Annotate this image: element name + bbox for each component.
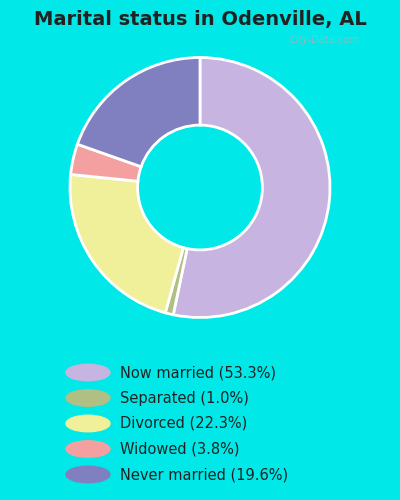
Wedge shape [71, 144, 141, 181]
Circle shape [66, 364, 110, 381]
Circle shape [66, 390, 110, 406]
Text: Now married (53.3%): Now married (53.3%) [120, 365, 276, 380]
Text: City-Data.com: City-Data.com [290, 35, 359, 45]
Wedge shape [78, 58, 200, 166]
Circle shape [66, 441, 110, 457]
Text: Widowed (3.8%): Widowed (3.8%) [120, 442, 240, 456]
Text: Separated (1.0%): Separated (1.0%) [120, 390, 249, 406]
Wedge shape [165, 248, 187, 314]
Wedge shape [70, 174, 183, 313]
Text: Divorced (22.3%): Divorced (22.3%) [120, 416, 247, 431]
Text: Marital status in Odenville, AL: Marital status in Odenville, AL [34, 10, 366, 29]
Circle shape [66, 415, 110, 432]
Wedge shape [173, 58, 330, 318]
Circle shape [66, 466, 110, 483]
Text: Never married (19.6%): Never married (19.6%) [120, 467, 288, 482]
